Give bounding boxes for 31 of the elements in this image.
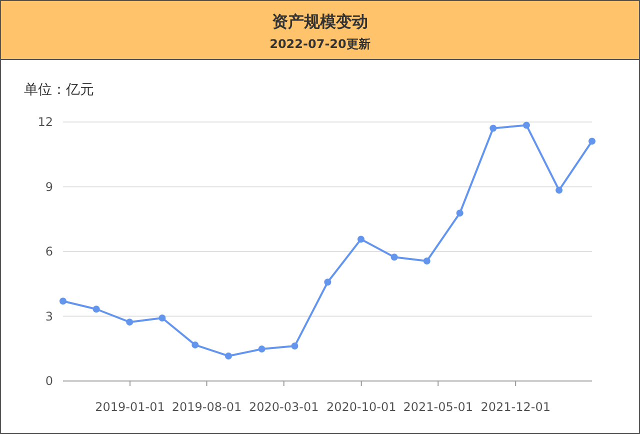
x-tick-label: 2019-08-01: [172, 400, 242, 414]
point: [224, 352, 232, 360]
y-tick-label: 9: [45, 180, 53, 194]
y-tick-label: 6: [45, 244, 53, 258]
point: [291, 342, 298, 350]
point: [556, 186, 563, 194]
point: [357, 236, 364, 243]
point: [60, 298, 66, 305]
point: [324, 278, 332, 286]
point: [588, 138, 596, 145]
x-tick-label: 2020-03-01: [248, 400, 319, 414]
point: [92, 306, 100, 313]
point: [158, 314, 166, 322]
y-tick-label: 0: [45, 374, 53, 388]
y-tick-label: 3: [45, 309, 53, 324]
point: [522, 122, 530, 129]
x-tick-label: 2019-01-01: [95, 400, 165, 414]
point: [390, 254, 398, 261]
chart-subtitle: 2022-07-20更新: [270, 37, 370, 51]
y-tick-label: 12: [38, 115, 53, 129]
point: [456, 210, 464, 217]
point: [258, 346, 266, 353]
y-axis-title: 单位：亿元: [24, 82, 94, 98]
point: [423, 257, 430, 264]
point: [126, 318, 134, 326]
x-tick-label: 2021-12-01: [480, 400, 550, 414]
x-tick-label: 2021-05-01: [403, 400, 473, 414]
point: [192, 341, 199, 348]
x-tick-label: 2020-10-01: [326, 400, 396, 414]
chart-title: 资产规模变动: [272, 12, 368, 31]
point: [490, 124, 497, 132]
